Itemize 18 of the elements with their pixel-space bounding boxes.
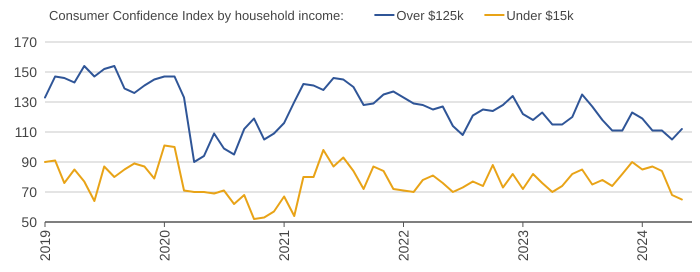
x-tick-label: 2019 (36, 230, 53, 262)
line-series (44, 144, 683, 220)
x-tick-label: 2021 (276, 230, 292, 262)
x-tick-label: 2020 (156, 230, 172, 262)
y-tick-label: 170 (14, 34, 38, 50)
x-tick-label: 2024 (634, 230, 650, 262)
y-tick-label: 110 (14, 124, 38, 140)
y-tick-label: 50 (21, 214, 38, 230)
line-series (44, 65, 683, 163)
x-tick-label: 2022 (395, 230, 412, 262)
legend-label: Under $15k (506, 8, 574, 23)
y-tick-label: 70 (21, 184, 38, 200)
legend-label: Over $125k (396, 8, 464, 23)
y-tick-label: 90 (21, 154, 38, 170)
chart-title: Consumer Confidence Index by household income: (49, 8, 344, 23)
x-tick-label: 2023 (514, 230, 531, 262)
y-tick-label: 130 (14, 94, 38, 110)
y-tick-label: 150 (14, 64, 38, 80)
